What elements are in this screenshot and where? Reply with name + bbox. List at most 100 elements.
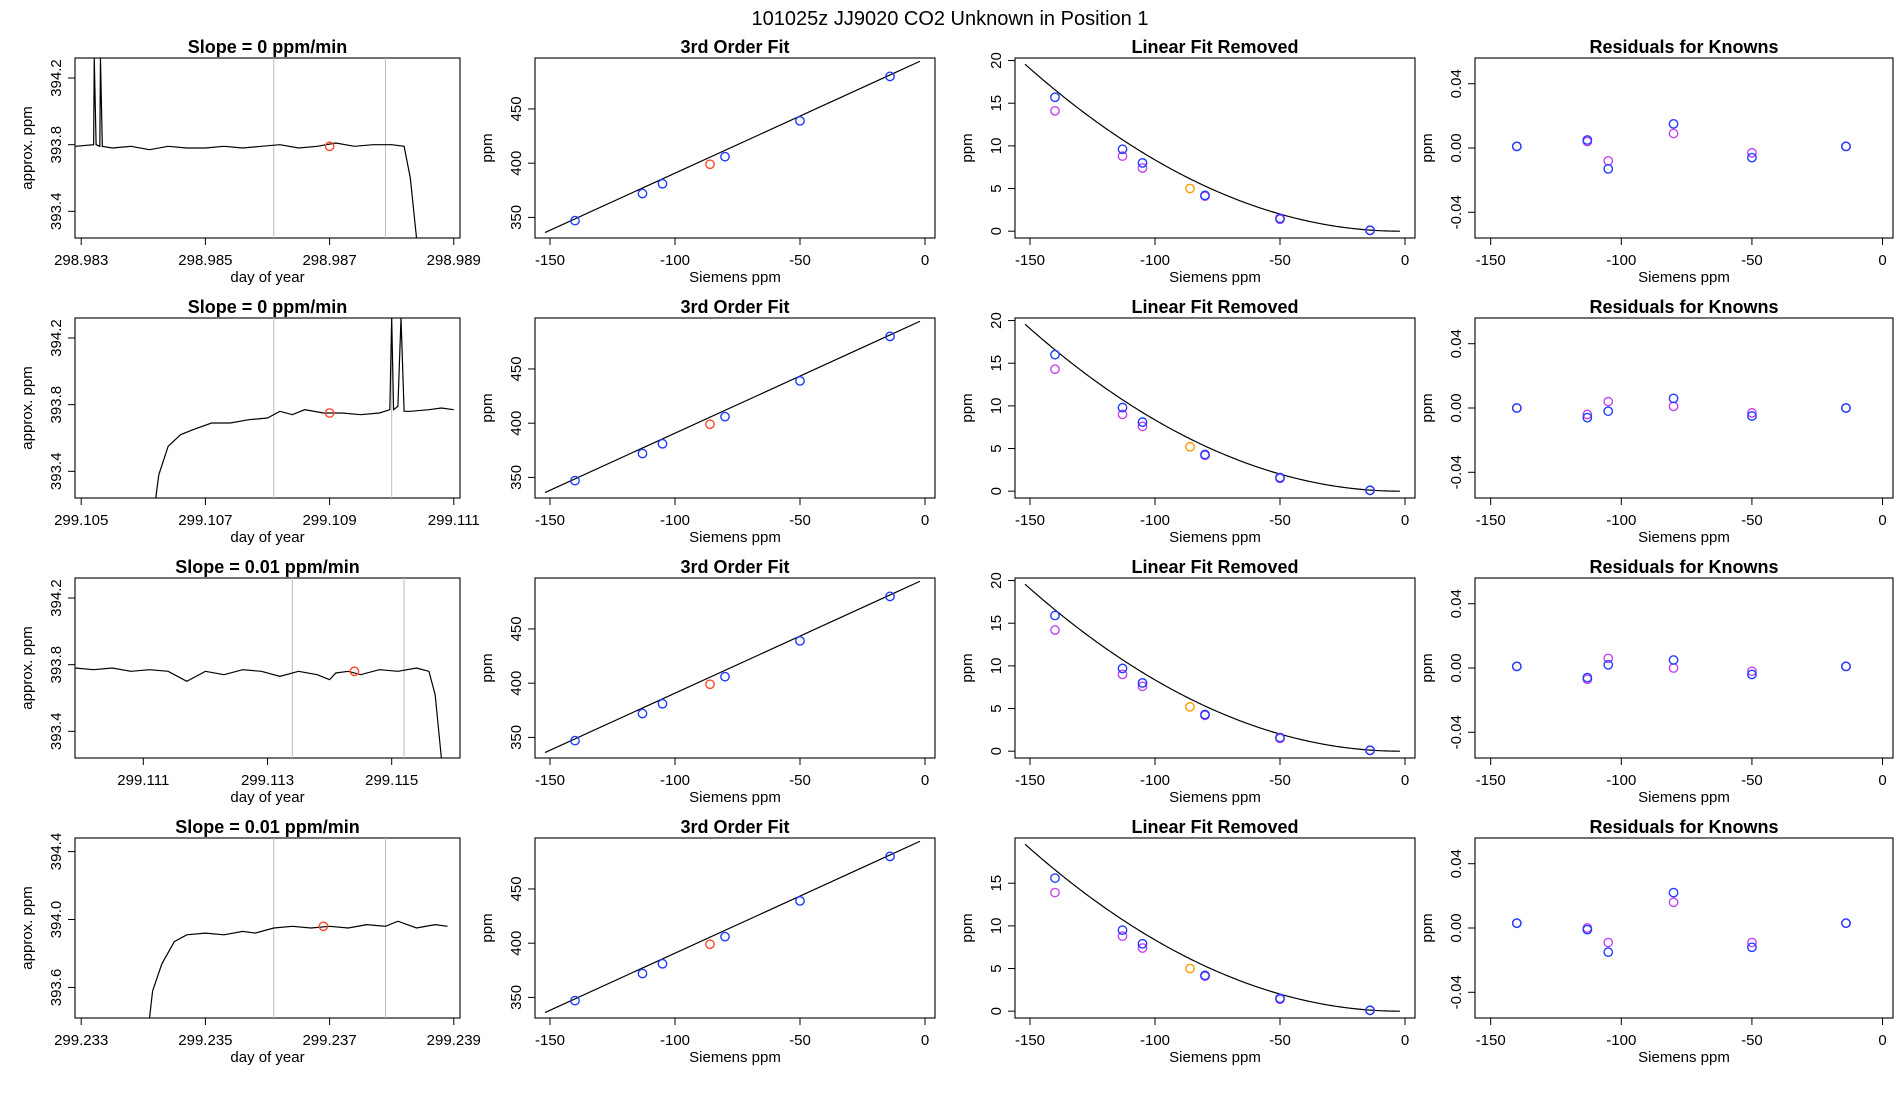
x-tick-label: -50 xyxy=(1741,772,1763,789)
x-tick-label: -150 xyxy=(535,512,565,529)
x-tick-label: -150 xyxy=(535,252,565,269)
x-tick-label: 299.105 xyxy=(54,512,108,529)
x-tick-label: 299.111 xyxy=(117,772,169,789)
known-point xyxy=(1603,406,1614,417)
known-point xyxy=(657,698,668,709)
x-tick-label: 299.233 xyxy=(54,1032,108,1049)
y-axis-label: ppm xyxy=(479,653,496,682)
y-axis-label: approx. ppm xyxy=(19,886,36,969)
x-tick-label: -100 xyxy=(1140,772,1170,789)
highlight-point xyxy=(324,141,335,152)
x-axis-label: Siemens ppm xyxy=(1169,269,1261,286)
chart-title: Residuals for Knowns xyxy=(1589,817,1778,837)
known-point xyxy=(720,151,730,162)
chart-title: Linear Fit Removed xyxy=(1131,37,1298,57)
known-point xyxy=(1747,411,1757,421)
residual-curve xyxy=(1024,843,1401,1012)
known-point xyxy=(720,671,730,682)
x-tick-label: 0 xyxy=(1878,252,1886,269)
known-point xyxy=(1841,661,1851,672)
known-point xyxy=(885,851,895,862)
chart-title: 3rd Order Fit xyxy=(680,557,789,577)
known-point xyxy=(1275,213,1285,224)
plot-frame xyxy=(1474,317,1894,499)
x-tick-label: -50 xyxy=(789,512,811,529)
chart-title: 3rd Order Fit xyxy=(680,297,789,317)
chart-title: Residuals for Knowns xyxy=(1589,297,1778,317)
known-point-alt xyxy=(1137,163,1148,173)
panel-3-3: Linear Fit Removed Siemens ppm ppm -150 -100… xyxy=(959,557,1416,806)
plot-frame xyxy=(534,577,936,759)
known-point xyxy=(1841,403,1851,413)
x-tick-label: -150 xyxy=(1015,252,1045,269)
y-axis-label: ppm xyxy=(479,393,496,422)
panel-2-4: Residuals for Knowns Siemens ppm ppm -150 -1… xyxy=(1419,297,1894,546)
x-axis-label: Siemens ppm xyxy=(689,269,781,286)
y-tick-label: 450 xyxy=(508,876,525,901)
chart-title: Linear Fit Removed xyxy=(1131,817,1298,837)
x-tick-label: -100 xyxy=(660,252,690,269)
x-tick-label: -50 xyxy=(1741,252,1763,269)
x-tick-label: -50 xyxy=(789,1032,811,1049)
y-tick-label: 0.04 xyxy=(1448,329,1465,358)
known-point xyxy=(637,448,648,459)
x-tick-label: -100 xyxy=(1606,512,1636,529)
y-tick-label: 15 xyxy=(988,875,1005,892)
x-tick-label: -50 xyxy=(1269,252,1291,269)
known-point-alt xyxy=(1050,364,1060,375)
x-tick-label: 298.983 xyxy=(54,252,108,269)
x-tick-label: -50 xyxy=(1741,512,1763,529)
time-series-line xyxy=(74,667,442,759)
unknown-point xyxy=(1185,963,1195,974)
known-point xyxy=(570,215,580,226)
known-point xyxy=(795,375,805,386)
x-tick-label: 0 xyxy=(1878,512,1886,529)
known-point xyxy=(570,995,580,1006)
y-tick-label: 450 xyxy=(508,356,525,381)
known-point-alt xyxy=(1603,937,1614,948)
x-tick-label: -50 xyxy=(1741,1032,1763,1049)
panel-2-1: Slope = 0 ppm/min day of year approx. ppm 2… xyxy=(19,297,480,546)
known-point-alt xyxy=(1117,151,1128,162)
x-tick-label: -50 xyxy=(1269,512,1291,529)
time-series-line xyxy=(74,57,418,239)
plot-frame xyxy=(1014,837,1416,1019)
x-tick-label: -150 xyxy=(1476,1032,1506,1049)
x-tick-label: -150 xyxy=(535,772,565,789)
y-tick-label: 394.2 xyxy=(48,59,65,97)
x-tick-label: -100 xyxy=(660,772,690,789)
y-tick-label: 400 xyxy=(508,931,525,956)
panel-1-4: Residuals for Knowns Siemens ppm ppm -150 -1… xyxy=(1419,37,1894,286)
known-point-alt xyxy=(1050,887,1060,898)
y-tick-label: 5 xyxy=(988,444,1005,452)
x-tick-label: 0 xyxy=(1401,772,1409,789)
y-tick-label: 350 xyxy=(508,985,525,1010)
x-tick-label: -150 xyxy=(1476,772,1506,789)
highlight-point xyxy=(349,666,360,677)
panel-2-3: Linear Fit Removed Siemens ppm ppm -150 -100… xyxy=(959,297,1416,546)
plot-frame xyxy=(534,837,936,1019)
x-axis-label: day of year xyxy=(230,1049,304,1066)
y-tick-label: 400 xyxy=(508,151,525,176)
x-tick-label: 299.115 xyxy=(365,772,418,789)
known-point xyxy=(1365,485,1375,496)
x-tick-label: -150 xyxy=(1476,252,1506,269)
y-axis-label: ppm xyxy=(479,133,496,162)
x-tick-label: -100 xyxy=(1140,1032,1170,1049)
y-tick-label: -0.04 xyxy=(1448,455,1465,489)
y-tick-label: 394.2 xyxy=(48,579,65,617)
y-tick-label: 350 xyxy=(508,725,525,750)
x-axis-label: Siemens ppm xyxy=(689,529,781,546)
x-axis-label: Siemens ppm xyxy=(1638,529,1730,546)
time-series-line xyxy=(155,317,454,499)
known-point xyxy=(637,188,648,199)
panel-3-4: Residuals for Knowns Siemens ppm ppm -150 -1… xyxy=(1419,557,1894,806)
plot-frame xyxy=(74,577,461,759)
y-tick-label: 0 xyxy=(988,227,1005,235)
x-axis-label: Siemens ppm xyxy=(1169,529,1261,546)
x-tick-label: 299.113 xyxy=(241,772,294,789)
unknown-point xyxy=(705,419,715,430)
unknown-point xyxy=(705,679,715,690)
y-axis-label: ppm xyxy=(1419,653,1436,682)
